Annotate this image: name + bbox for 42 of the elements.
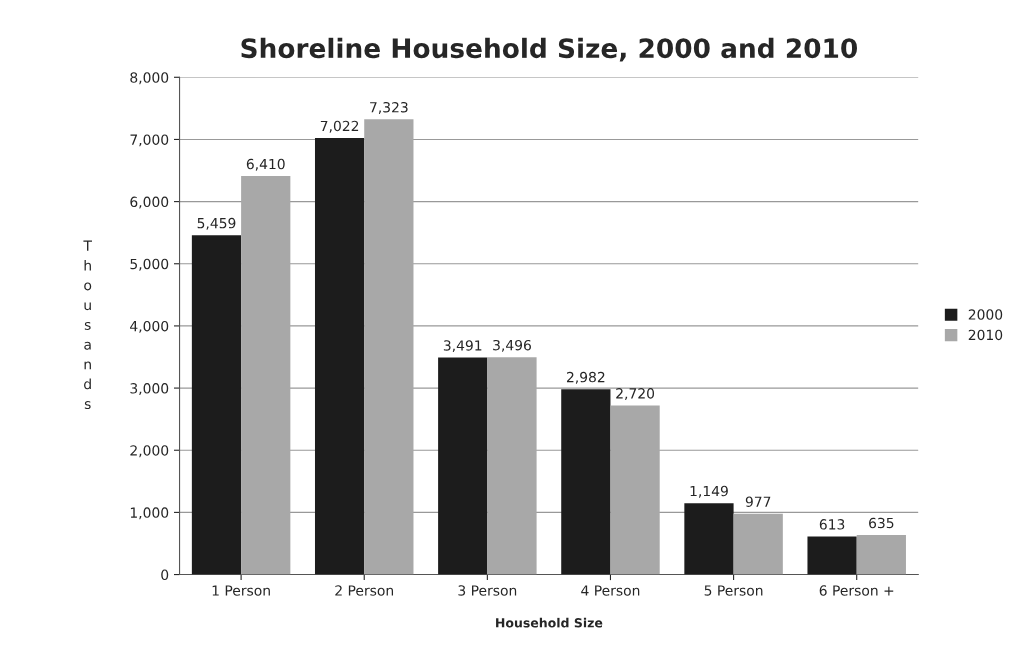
x-axis-title: Household Size <box>496 617 603 628</box>
y-tick-label: 0 <box>161 569 169 581</box>
x-tick-label: 6 Person + <box>819 585 894 596</box>
bar <box>364 119 414 575</box>
legend-label: 2010 <box>968 329 1003 341</box>
bar <box>314 138 365 575</box>
bar <box>191 235 242 575</box>
bar <box>610 405 660 575</box>
data-label: 3,491 <box>443 340 482 353</box>
x-tick-label: 5 Person <box>704 585 763 596</box>
y-tick-label: 2,000 <box>130 445 169 458</box>
y-tick-label: 7,000 <box>130 134 169 147</box>
x-tick-label: 4 Person <box>581 585 640 596</box>
bar <box>438 357 488 575</box>
x-tick-label: 2 Person <box>335 585 394 596</box>
y-tick-label: 5,000 <box>130 258 169 271</box>
data-label: 5,459 <box>197 217 236 230</box>
y-tick-label: 1,000 <box>130 507 169 520</box>
data-label: 1,149 <box>690 485 728 498</box>
bar <box>241 176 291 575</box>
x-tick-label: 1 Person <box>212 585 270 596</box>
bar <box>487 357 537 575</box>
data-label: 3,496 <box>493 339 531 352</box>
data-label: 6,410 <box>246 158 285 171</box>
data-label: 2,720 <box>616 388 655 401</box>
bar <box>561 389 611 575</box>
data-label: 635 <box>869 517 894 529</box>
bar <box>733 513 783 575</box>
data-label: 7,022 <box>320 120 359 133</box>
legend-label: 2000 <box>968 309 1003 320</box>
data-label: 7,323 <box>370 102 408 114</box>
y-tick-label: 4,000 <box>130 320 169 333</box>
bar <box>856 535 906 575</box>
y-tick-label: 8,000 <box>130 72 169 85</box>
y-tick-label: 6,000 <box>130 196 169 209</box>
text: Thousands <box>83 240 92 410</box>
data-label: 977 <box>745 496 771 507</box>
data-label: 613 <box>819 519 845 530</box>
data-label: 2,982 <box>566 371 605 384</box>
y-tick-label: 3,000 <box>130 383 169 395</box>
chart-title: Shoreline Household Size, 2000 and 2010 <box>241 37 858 62</box>
x-tick-label: 3 Person <box>458 585 517 596</box>
